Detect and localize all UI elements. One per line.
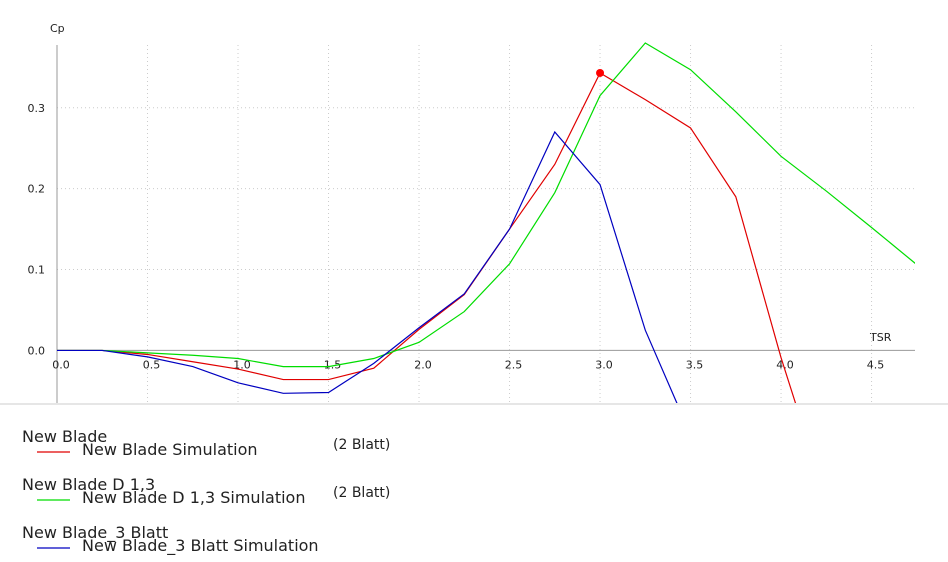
x-tick-label: 0.0 xyxy=(52,358,70,371)
y-axis-label: Cp xyxy=(50,22,65,35)
plot xyxy=(57,42,915,403)
legend-label: New Blade Simulation xyxy=(82,440,258,459)
x-tick-label: 3.5 xyxy=(686,358,704,371)
legend-note: (2 Blatt) xyxy=(333,437,390,453)
y-tick-label: 0.1 xyxy=(28,264,46,277)
x-axis-label: TSR xyxy=(869,331,892,344)
series-line xyxy=(57,42,915,368)
legend-label: New Blade_3 Blatt Simulation xyxy=(82,536,319,556)
x-tick-label: 2.0 xyxy=(414,358,432,371)
highlight-point xyxy=(596,68,605,77)
legend-group: New Blade xyxy=(22,427,107,446)
y-tick-label: 0.2 xyxy=(28,183,46,196)
x-tick-label: 1.5 xyxy=(324,358,342,371)
x-tick-label: 3.0 xyxy=(595,358,613,371)
x-tick-label: 0.5 xyxy=(143,358,161,371)
legend-label: New Blade D 1,3 Simulation xyxy=(82,488,305,507)
legend-group: New Blade D 1,3 xyxy=(22,475,155,494)
x-tick-label: 2.5 xyxy=(505,358,523,371)
y-tick-label: 0.0 xyxy=(28,344,46,357)
series-line xyxy=(57,72,797,403)
x-tick-label: 4.5 xyxy=(867,358,885,371)
series-line xyxy=(57,130,678,403)
legend-note: (2 Blatt) xyxy=(333,485,390,501)
legend-group: New Blade_3 Blatt xyxy=(22,523,168,543)
y-tick-label: 0.3 xyxy=(28,102,46,115)
x-tick-label: 1.0 xyxy=(233,358,251,371)
x-tick-label: 4.0 xyxy=(776,358,794,371)
